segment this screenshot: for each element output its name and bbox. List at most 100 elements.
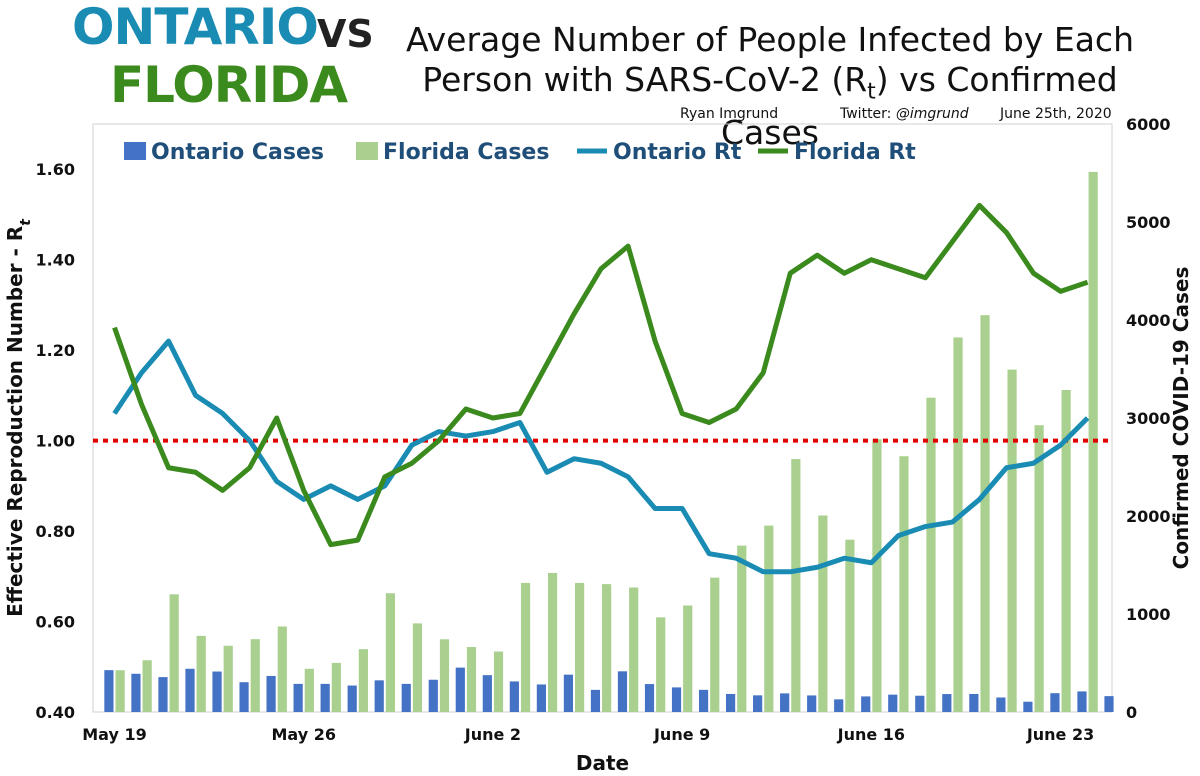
bar-florida-cases [602, 584, 612, 712]
bar-ontario-cases [753, 695, 763, 712]
chart-title-line2-pre: Person with SARS-CoV-2 (R [422, 60, 868, 99]
bar-florida-cases [899, 456, 909, 712]
bar-ontario-cases [1050, 693, 1060, 712]
bar-ontario-cases [671, 687, 682, 712]
bar-ontario-cases [1023, 701, 1033, 712]
bar-florida-cases [466, 647, 477, 712]
bar-ontario-cases [834, 699, 844, 712]
title-florida: FLORIDA [110, 56, 348, 114]
bar-florida-cases [304, 668, 314, 712]
twitter-handle: @imgrund [895, 106, 969, 122]
y-tick-label: 1.00 [36, 432, 75, 451]
bar-florida-cases [845, 539, 855, 712]
bar-florida-cases [331, 662, 341, 712]
bar-ontario-cases [401, 683, 411, 712]
bar-florida-cases [115, 670, 125, 712]
y2-tick-label: 0 [1126, 703, 1137, 722]
line-florida-rt [112, 202, 1089, 548]
bar-florida-cases [980, 315, 990, 712]
bar-ontario-cases [969, 693, 979, 712]
legend-label: Ontario Rt [613, 140, 742, 165]
y-tick-label: 1.20 [36, 341, 75, 360]
bar-ontario-cases [131, 673, 141, 712]
y-tick-label: 0.80 [36, 522, 75, 541]
bar-ontario-cases [320, 683, 330, 712]
x-tick-label: May 19 [82, 725, 147, 744]
title-vs: VS [317, 12, 374, 56]
bar-ontario-cases [293, 683, 303, 712]
bar-florida-cases [358, 649, 368, 712]
twitter-label: Twitter: [840, 106, 892, 122]
chart-title-line1: Average Number of People Infected by Eac… [406, 20, 1134, 59]
legend-label: Florida Cases [383, 140, 549, 165]
bar-ontario-cases [482, 675, 492, 712]
legend-label: Ontario Cases [151, 140, 324, 165]
bar-florida-cases [737, 545, 747, 712]
bar-florida-cases [710, 577, 720, 712]
y2-tick-label: 5000 [1126, 213, 1171, 232]
y-axis-title-sub: t [18, 218, 34, 226]
bar-ontario-cases [888, 694, 898, 712]
bar-florida-cases [493, 651, 504, 712]
x-tick-label: June 2 [464, 725, 521, 744]
bar-ontario-cases [374, 680, 384, 712]
bar-ontario-cases [536, 684, 546, 712]
y2-tick-label: 6000 [1126, 115, 1171, 134]
bar-ontario-cases [1077, 691, 1087, 712]
bar-florida-cases [656, 617, 666, 712]
bar-ontario-cases [698, 689, 709, 712]
bar-florida-cases [277, 626, 287, 712]
bar-florida-cases [764, 525, 774, 712]
bar-florida-cases [1007, 369, 1017, 712]
bar-ontario-cases [915, 695, 925, 712]
bar-florida-cases [385, 593, 395, 712]
bar-ontario-cases [617, 671, 628, 712]
bar-ontario-cases [725, 693, 736, 712]
line-ontario-rt [112, 338, 1090, 575]
bar-ontario-cases [509, 681, 519, 712]
bar-florida-cases [142, 660, 152, 712]
y2-axis-title: Confirmed COVID-19 Cases [1169, 267, 1193, 570]
bar-florida-cases [520, 582, 531, 712]
bar-florida-cases [629, 587, 639, 712]
bar-florida-cases [791, 459, 801, 712]
bar-ontario-cases [563, 674, 574, 712]
bar-ontario-cases [644, 684, 655, 712]
bar-florida-cases [412, 623, 423, 712]
x-tick-label: June 9 [653, 725, 710, 744]
bar-ontario-cases [212, 671, 222, 712]
bar-ontario-cases [185, 668, 195, 712]
y-tick-label: 1.60 [36, 160, 75, 179]
y-tick-label: 0.60 [36, 613, 75, 632]
bar-ontario-cases [158, 677, 168, 712]
bar-ontario-cases [996, 697, 1006, 712]
x-tick-label: June 16 [837, 725, 905, 744]
y-axis-title: Effective Reproduction Number - Rt [3, 218, 34, 617]
bar-florida-cases [250, 639, 260, 712]
bar-florida-cases [1034, 425, 1044, 712]
legend-label: Florida Rt [794, 140, 916, 165]
bar-florida-cases [169, 594, 179, 712]
bar-ontario-cases [807, 695, 817, 712]
legend-swatch [124, 142, 146, 160]
bar-florida-cases [547, 572, 558, 712]
x-tick-label: June 23 [1026, 725, 1094, 744]
legend-swatch [356, 142, 378, 160]
chart-title-sub: t [867, 79, 876, 105]
bar-florida-cases [818, 515, 828, 712]
bar-ontario-cases [104, 670, 114, 712]
bar-ontario-cases [590, 689, 601, 712]
bar-florida-cases [1061, 389, 1071, 712]
x-axis-title: Date [576, 751, 629, 775]
bar-florida-cases [953, 337, 963, 712]
title-ontario: ONTARIO [72, 0, 319, 56]
bar-ontario-cases [861, 696, 871, 712]
y2-tick-label: 1000 [1126, 605, 1171, 624]
y-tick-label: 0.40 [36, 703, 75, 722]
bar-florida-cases [683, 605, 693, 712]
bar-florida-cases [872, 439, 882, 712]
bar-florida-cases [575, 582, 585, 712]
chart-title-line2: Person with SARS-CoV-2 (Rt) vs Confirmed… [380, 60, 1160, 153]
bar-ontario-cases [942, 694, 952, 712]
